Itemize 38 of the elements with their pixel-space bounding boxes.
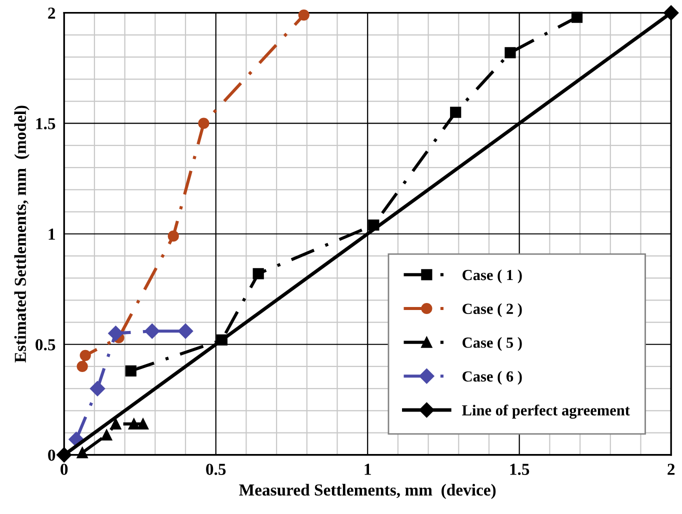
y-tick-label: 2 — [48, 8, 56, 19]
y-tick-label: 0.5 — [36, 339, 56, 350]
y-tick-label: 1.5 — [36, 118, 56, 130]
point — [101, 429, 112, 441]
point — [252, 268, 264, 280]
point — [198, 118, 210, 129]
point — [144, 324, 160, 339]
x-tick-label: 0 — [60, 464, 68, 475]
x-axis-title: Measured Settlements, mm (device) — [239, 484, 496, 500]
point — [76, 447, 88, 458]
x-tick-label: 1 — [364, 464, 371, 475]
point — [450, 106, 462, 118]
point — [76, 360, 88, 372]
point — [56, 447, 72, 462]
x-tick-label: 2 — [668, 464, 675, 475]
legend-label: Case ( 1 ) — [462, 269, 522, 284]
point — [80, 350, 91, 361]
point — [90, 381, 106, 396]
legend-label: Case ( 6 ) — [462, 370, 522, 385]
point — [128, 418, 140, 430]
point — [168, 230, 179, 242]
y-tick-label: 1 — [48, 228, 55, 240]
x-tick-label: 1.5 — [510, 464, 530, 476]
point — [108, 326, 124, 341]
y-axis-title: Estimated Settlements, mm (model) — [14, 106, 30, 362]
legend-label: Case ( 5 ) — [462, 337, 522, 351]
x-tick-label: 0.5 — [206, 464, 226, 476]
legend-label: Line of perfect agreement — [462, 404, 630, 419]
legend-label: Case ( 2 ) — [462, 303, 522, 318]
point — [110, 418, 122, 430]
point — [178, 324, 194, 339]
point — [571, 12, 583, 23]
y-tick-label: 0 — [48, 450, 56, 461]
point — [504, 47, 516, 58]
point — [664, 5, 679, 20]
point — [298, 10, 310, 21]
point — [125, 365, 136, 376]
point — [137, 418, 149, 430]
